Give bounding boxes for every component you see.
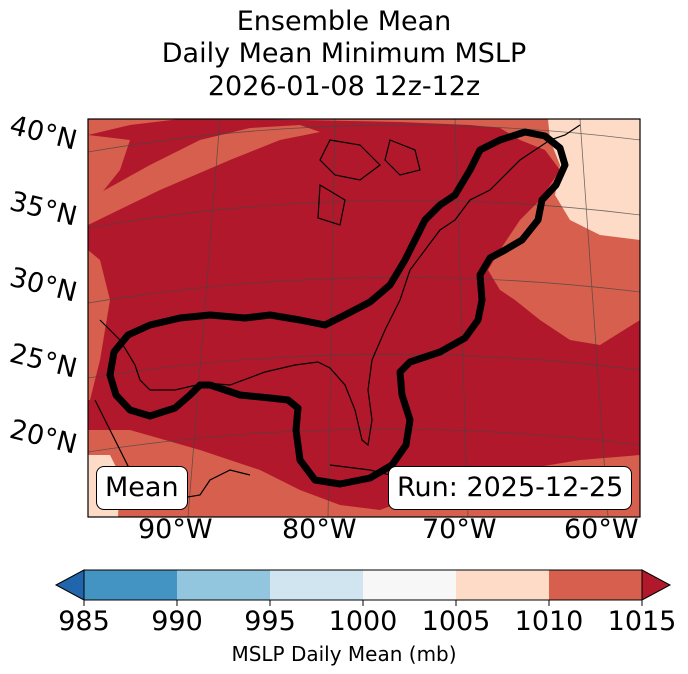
lon-label-60w: 60°W xyxy=(564,514,639,545)
colorbar-tick-985: 985 xyxy=(58,606,110,637)
field-1010-1015-southwest xyxy=(88,250,110,400)
colorbar-bin-995-1000 xyxy=(270,570,363,600)
colorbar-tick-995: 995 xyxy=(244,606,296,637)
colorbar-tick-1005: 1005 xyxy=(421,606,491,637)
colorbar-bin-990-995 xyxy=(177,570,270,600)
colorbar-tick-1010: 1010 xyxy=(514,606,584,637)
colorbar-label: MSLP Daily Mean (mb) xyxy=(231,642,457,666)
run-label-box: Run: 2025-12-25 xyxy=(388,466,633,510)
lon-label-90w: 90°W xyxy=(138,514,213,545)
colorbar-bin-985-990 xyxy=(84,570,177,600)
colorbar-tick-1015: 1015 xyxy=(607,606,677,637)
field-1010-1015-west xyxy=(88,135,130,205)
title-line-2: Daily Mean Minimum MSLP xyxy=(161,38,527,69)
colorbar-tick-990: 990 xyxy=(151,606,203,637)
field-1010-1015-north xyxy=(88,119,640,345)
colorbar-tick-marks xyxy=(83,600,643,606)
colorbar-bin-1010-1015 xyxy=(549,570,642,600)
lon-label-80w: 80°W xyxy=(282,514,357,545)
title-line-1: Ensemble Mean xyxy=(236,6,452,37)
mslp-contour xyxy=(106,128,569,488)
map-frame xyxy=(87,118,641,518)
mean-label-box: Mean xyxy=(96,466,188,510)
field-1010-1015-arc xyxy=(88,125,320,225)
colorbar-bin-1005-1010 xyxy=(456,570,549,600)
field-1005-1010-northeast xyxy=(548,119,640,240)
colorbar-extend-high xyxy=(641,569,672,601)
title-line-3: 2026-01-08 12z-12z xyxy=(207,71,481,102)
map-panel xyxy=(88,119,640,517)
colorbar-tick-1000: 1000 xyxy=(328,606,398,637)
colorbar-bin-1000-1005 xyxy=(363,570,456,600)
graticule xyxy=(88,119,640,517)
lon-label-70w: 70°W xyxy=(422,514,497,545)
colorbar xyxy=(54,569,672,606)
colorbar-extend-low xyxy=(54,569,85,601)
